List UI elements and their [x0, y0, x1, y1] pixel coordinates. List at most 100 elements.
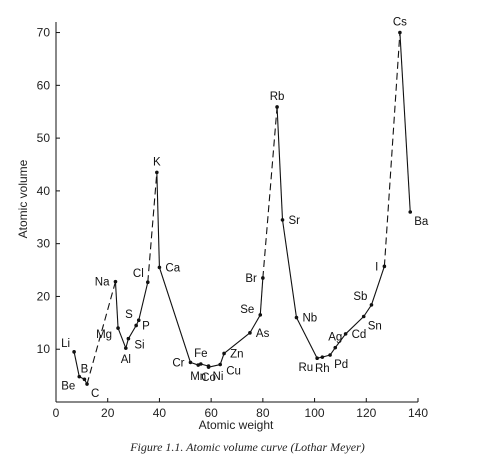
label-ca: Ca	[165, 262, 180, 274]
point-nb	[294, 315, 299, 320]
point-c	[85, 382, 89, 386]
segment-rb-sr	[276, 106, 284, 220]
label-ru: Ru	[298, 362, 313, 374]
point-cd	[343, 332, 348, 336]
point-mg	[116, 326, 120, 330]
label-na: Na	[95, 277, 110, 289]
label-zn: Zn	[230, 348, 243, 360]
segment-cs-ba	[399, 32, 411, 213]
label-rb: Rb	[270, 91, 285, 103]
segment-cu-zn	[219, 353, 225, 365]
point-pd	[328, 353, 332, 357]
label-sb: Sb	[353, 291, 367, 303]
point-i	[382, 264, 387, 269]
point-s	[136, 318, 141, 322]
label-al: Al	[121, 354, 131, 366]
y-tick-label: 40	[37, 184, 51, 198]
point-sn	[361, 314, 366, 319]
point-fe	[199, 362, 203, 366]
label-mg: Mg	[96, 329, 112, 341]
label-fe: Fe	[194, 348, 207, 360]
point-cl	[145, 280, 150, 284]
label-ba: Ba	[414, 216, 429, 228]
label-k: K	[153, 156, 161, 168]
y-tick-label: 60	[37, 78, 51, 92]
x-tick-label: 80	[256, 406, 270, 420]
label-si: Si	[134, 340, 144, 352]
label-as: As	[256, 328, 270, 340]
point-ba	[408, 210, 413, 214]
point-na	[113, 279, 118, 284]
point-k	[155, 170, 159, 175]
label-br: Br	[245, 273, 257, 285]
label-cu: Cu	[226, 366, 241, 378]
segment-as-se	[249, 314, 261, 334]
label-se: Se	[240, 304, 254, 316]
segment-se-br	[259, 277, 264, 315]
data-points	[72, 30, 413, 386]
label-co: Co	[201, 372, 216, 384]
segment-cd-sn	[345, 316, 365, 335]
y-tick-label: 50	[37, 131, 51, 145]
segment-i-cs	[383, 32, 401, 267]
point-br	[261, 276, 265, 280]
x-tick-label: 100	[305, 406, 325, 420]
label-sr: Sr	[289, 215, 301, 227]
segment-ca-cr	[158, 267, 191, 363]
point-zn	[222, 351, 226, 356]
y-tick-label: 20	[37, 289, 51, 303]
segment-ag-cd	[334, 333, 347, 348]
point-rb	[275, 105, 279, 109]
segment-k-ca	[156, 172, 160, 268]
x-tick-label: 60	[204, 406, 218, 420]
y-axis-title: Atomic volume	[16, 159, 30, 238]
segment-br-rb	[262, 106, 278, 279]
point-cu	[218, 362, 222, 367]
point-b	[82, 377, 87, 382]
point-ru	[315, 356, 319, 360]
point-se	[258, 313, 263, 317]
segment-s-cl	[138, 282, 149, 321]
curve-segments	[73, 32, 411, 385]
point-ca	[157, 265, 162, 270]
label-cs: Cs	[393, 17, 407, 29]
y-tick-label: 10	[37, 342, 51, 356]
label-ag: Ag	[328, 332, 342, 344]
segment-cl-k	[147, 172, 158, 283]
point-ag	[333, 345, 338, 350]
label-cl: Cl	[133, 268, 144, 280]
label-p: P	[142, 320, 150, 332]
label-sn: Sn	[368, 321, 382, 333]
label-pd: Pd	[334, 359, 348, 371]
x-tick-label: 140	[408, 406, 428, 420]
x-tick-label: 0	[53, 406, 60, 420]
point-cs	[398, 30, 402, 35]
point-si	[126, 336, 131, 341]
label-mn: Mn	[190, 371, 206, 383]
point-be	[77, 374, 82, 379]
label-li: Li	[61, 338, 70, 350]
figure-caption: Figure 1.1. Atomic volume curve (Lothar …	[130, 440, 365, 454]
segment-si-p	[127, 325, 137, 339]
segment-sr-nb	[281, 219, 298, 318]
label-nb: Nb	[302, 313, 317, 325]
label-s: S	[125, 309, 133, 321]
x-tick-label: 120	[356, 406, 376, 420]
segment-zn-as	[223, 332, 251, 354]
label-c: C	[91, 388, 99, 400]
point-li	[72, 350, 76, 354]
label-ni: Ni	[213, 371, 224, 383]
axes: 0 20 40 60 80 100 120 140 10 20 30 40 50 60 70	[37, 22, 428, 420]
point-sr	[280, 218, 285, 222]
label-cd: Cd	[352, 329, 367, 341]
label-i: I	[375, 261, 378, 273]
label-rh: Rh	[315, 363, 330, 375]
point-al	[124, 346, 128, 350]
x-tick-label: 20	[101, 406, 115, 420]
segment-sb-i	[370, 266, 385, 306]
segment-nb-ru	[295, 317, 318, 359]
point-as	[248, 331, 252, 335]
point-p	[134, 323, 138, 328]
y-tick-label: 70	[37, 26, 51, 40]
